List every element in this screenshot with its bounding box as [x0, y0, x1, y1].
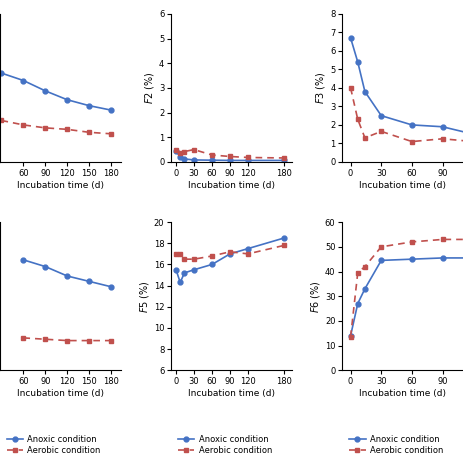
Y-axis label: $F2$ (%): $F2$ (%) — [143, 71, 156, 104]
Y-axis label: $F3$ (%): $F3$ (%) — [314, 71, 327, 104]
X-axis label: Incubation time (d): Incubation time (d) — [17, 181, 104, 190]
Y-axis label: $F5$ (%): $F5$ (%) — [138, 280, 151, 313]
X-axis label: Incubation time (d): Incubation time (d) — [359, 389, 446, 398]
Legend: Anoxic condition, Aerobic condition: Anoxic condition, Aerobic condition — [6, 435, 101, 455]
X-axis label: Incubation time (d): Incubation time (d) — [188, 181, 275, 190]
Legend: Anoxic condition, Aerobic condition: Anoxic condition, Aerobic condition — [349, 435, 443, 455]
Y-axis label: $F6$ (%): $F6$ (%) — [309, 280, 322, 313]
X-axis label: Incubation time (d): Incubation time (d) — [17, 389, 104, 398]
X-axis label: Incubation time (d): Incubation time (d) — [359, 181, 446, 190]
Legend: Anoxic condition, Aerobic condition: Anoxic condition, Aerobic condition — [178, 435, 272, 455]
X-axis label: Incubation time (d): Incubation time (d) — [188, 389, 275, 398]
